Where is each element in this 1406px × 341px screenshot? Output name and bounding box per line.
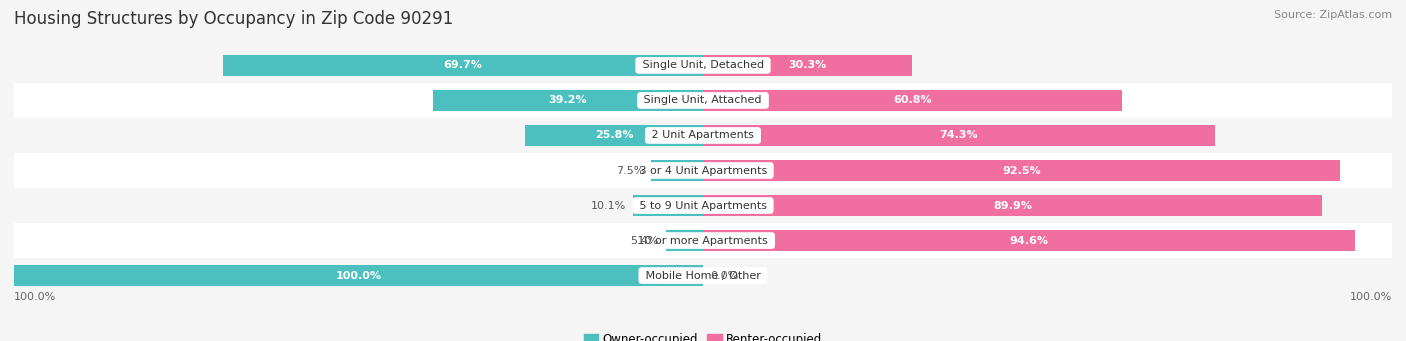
Text: 2 Unit Apartments: 2 Unit Apartments [648, 131, 758, 140]
Text: Single Unit, Detached: Single Unit, Detached [638, 60, 768, 71]
Bar [526, 124, 703, 146]
Bar [14, 83, 1392, 118]
Bar [634, 195, 703, 217]
Text: 39.2%: 39.2% [548, 95, 588, 105]
Text: 74.3%: 74.3% [939, 131, 979, 140]
Bar [703, 55, 911, 76]
Bar [651, 160, 703, 181]
Text: Housing Structures by Occupancy in Zip Code 90291: Housing Structures by Occupancy in Zip C… [14, 10, 453, 28]
Text: 100.0%: 100.0% [1350, 292, 1392, 302]
Text: Mobile Home / Other: Mobile Home / Other [641, 270, 765, 281]
Text: Single Unit, Attached: Single Unit, Attached [641, 95, 765, 105]
Text: 94.6%: 94.6% [1010, 236, 1049, 246]
Bar [703, 124, 1215, 146]
Bar [14, 265, 703, 286]
Bar [14, 258, 1392, 293]
Bar [222, 55, 703, 76]
Legend: Owner-occupied, Renter-occupied: Owner-occupied, Renter-occupied [579, 329, 827, 341]
Bar [14, 223, 1392, 258]
Text: 3 or 4 Unit Apartments: 3 or 4 Unit Apartments [636, 165, 770, 176]
Text: 92.5%: 92.5% [1002, 165, 1040, 176]
Text: 10 or more Apartments: 10 or more Apartments [634, 236, 772, 246]
Bar [14, 188, 1392, 223]
Text: Source: ZipAtlas.com: Source: ZipAtlas.com [1274, 10, 1392, 20]
Text: 5.4%: 5.4% [630, 236, 659, 246]
Bar [14, 118, 1392, 153]
Bar [703, 160, 1340, 181]
Bar [703, 230, 1355, 251]
Bar [666, 230, 703, 251]
Text: 30.3%: 30.3% [789, 60, 827, 71]
Text: 60.8%: 60.8% [893, 95, 932, 105]
Bar [703, 90, 1122, 111]
Text: 89.9%: 89.9% [993, 201, 1032, 210]
Text: 100.0%: 100.0% [14, 292, 56, 302]
Text: 69.7%: 69.7% [443, 60, 482, 71]
Bar [14, 153, 1392, 188]
Text: 5 to 9 Unit Apartments: 5 to 9 Unit Apartments [636, 201, 770, 210]
Text: 0.0%: 0.0% [710, 270, 738, 281]
Bar [14, 48, 1392, 83]
Text: 10.1%: 10.1% [592, 201, 627, 210]
Bar [703, 195, 1323, 217]
Text: 100.0%: 100.0% [336, 270, 381, 281]
Text: 25.8%: 25.8% [595, 131, 633, 140]
Bar [433, 90, 703, 111]
Text: 7.5%: 7.5% [616, 165, 644, 176]
